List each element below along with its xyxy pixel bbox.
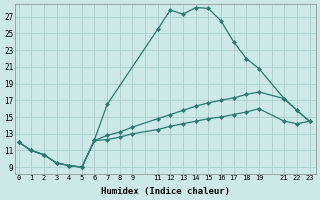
X-axis label: Humidex (Indice chaleur): Humidex (Indice chaleur) xyxy=(101,187,230,196)
